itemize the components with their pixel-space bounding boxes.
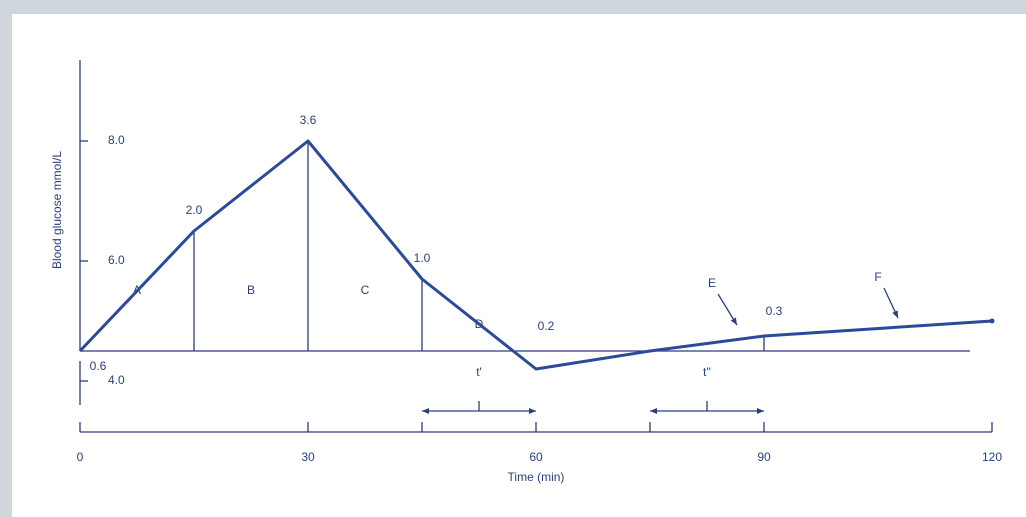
point-label: 0.6 <box>90 359 107 373</box>
panel <box>12 14 1026 517</box>
y-tick-label: 4.0 <box>108 373 125 387</box>
arrow-label: E <box>708 276 716 290</box>
interval-label: t'' <box>703 365 711 379</box>
point-label: 0.2 <box>538 319 555 333</box>
y-axis-label: Blood glucose mmol/L <box>50 151 64 269</box>
point-label: 3.6 <box>300 113 317 127</box>
y-tick-label: 6.0 <box>108 253 125 267</box>
region-label: B <box>247 283 255 297</box>
region-label: C <box>361 283 370 297</box>
point-label: 2.0 <box>186 203 203 217</box>
point-label: 1.0 <box>414 251 431 265</box>
interval-label: t' <box>476 365 482 379</box>
x-tick-label: 120 <box>982 450 1002 464</box>
chart: Blood glucose mmol/L Time (min) 4.0 6.0 8.… <box>0 0 1026 517</box>
page: {"chart_data":{"type":"line", "y_label":… <box>0 0 1026 517</box>
x-tick-label: 90 <box>757 450 771 464</box>
arrow-label: F <box>874 270 881 284</box>
y-tick-label: 8.0 <box>108 133 125 147</box>
point-label: 0.3 <box>766 304 783 318</box>
end-point <box>990 319 995 324</box>
x-axis-label: Time (min) <box>508 470 565 484</box>
x-tick-label: 60 <box>529 450 543 464</box>
x-tick-label: 30 <box>301 450 315 464</box>
x-tick-label: 0 <box>77 450 84 464</box>
